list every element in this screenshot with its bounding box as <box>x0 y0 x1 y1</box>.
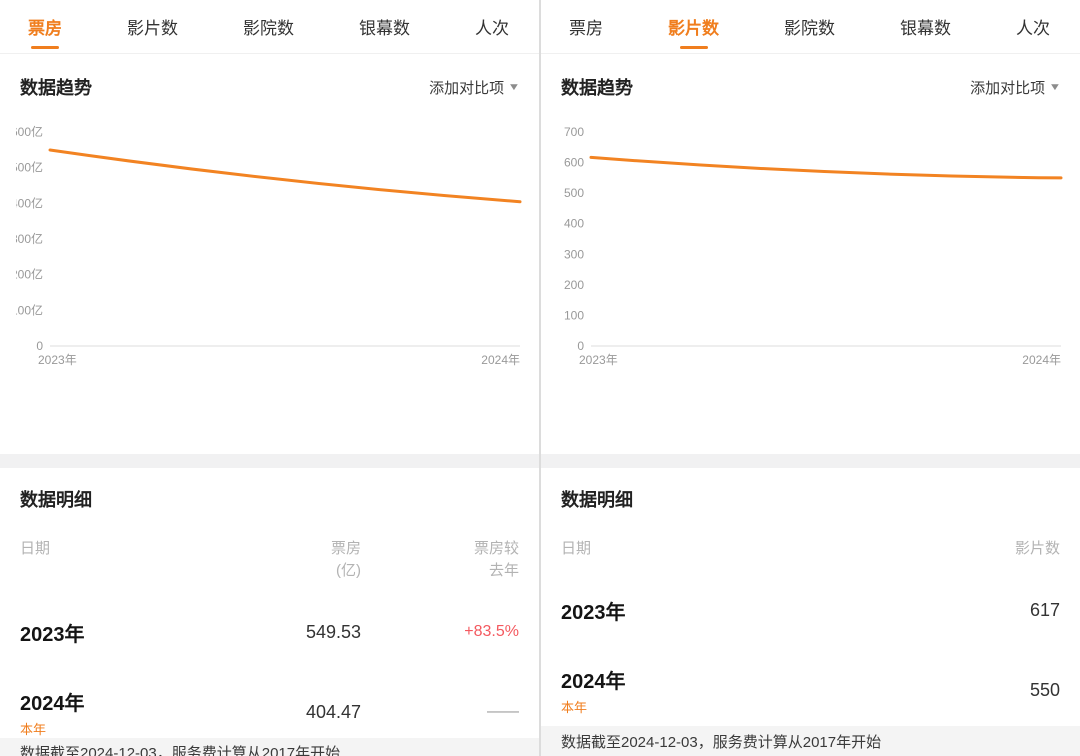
tab-attendance[interactable]: 人次 <box>1016 0 1050 53</box>
trend-section: 数据趋势 添加对比项 ▼ 0 100亿 200亿 300亿 400亿 500亿 600亿 20… <box>0 54 539 454</box>
tab-screen-count[interactable]: 银幕数 <box>359 0 410 53</box>
current-year-badge: 本年 <box>20 721 47 737</box>
svg-text:200亿: 200亿 <box>16 267 43 282</box>
svg-text:500亿: 500亿 <box>16 160 43 175</box>
svg-text:0: 0 <box>577 339 584 353</box>
trend-section-title: 数据趋势 <box>561 78 633 98</box>
tab-label: 人次 <box>475 19 509 38</box>
row-change: —— <box>487 703 519 720</box>
data-note: 数据截至2024-12-03，服务费计算从2017年开始 <box>541 726 1080 756</box>
add-compare-label: 添加对比项 <box>429 79 505 97</box>
row-date: 2023年 <box>20 623 85 646</box>
svg-text:400: 400 <box>564 217 584 231</box>
col-header-value: 票房 (亿) <box>330 540 361 579</box>
data-note: 数据截至2024-12-03，服务费计算从2017年开始 <box>0 737 539 756</box>
table-row: 2024年 本年 404.47 —— <box>20 687 519 738</box>
svg-text:2023年: 2023年 <box>579 353 618 367</box>
row-value: 404.47 <box>305 701 361 722</box>
tab-box-office[interactable]: 票房 <box>569 0 603 53</box>
active-tab-underline <box>31 46 59 49</box>
table-row: 2023年 617 <box>561 596 1060 625</box>
detail-section-title: 数据明细 <box>561 490 633 510</box>
tab-cinema-count[interactable]: 影院数 <box>243 0 294 53</box>
add-compare-label: 添加对比项 <box>970 79 1046 97</box>
metric-tabbar: 票房 影片数 影院数 银幕数 人次 <box>0 0 539 54</box>
svg-text:2023年: 2023年 <box>38 353 77 367</box>
trend-section: 数据趋势 添加对比项 ▼ 0 100 200 300 400 500 600 700 2023年… <box>541 54 1080 454</box>
tab-label: 银幕数 <box>900 19 951 38</box>
section-divider <box>541 454 1080 468</box>
col-header-date: 日期 <box>561 540 592 557</box>
screen-box-office: 票房 影片数 影院数 银幕数 人次 数据趋势 <box>0 0 539 756</box>
svg-text:100亿: 100亿 <box>16 302 43 317</box>
tab-film-count[interactable]: 影片数 <box>668 0 719 53</box>
svg-text:600: 600 <box>564 156 584 170</box>
row-date: 2024年 <box>561 670 626 693</box>
tab-label: 人次 <box>1016 19 1050 38</box>
col-header-change: 票房较 去年 <box>473 540 519 579</box>
svg-text:200: 200 <box>564 278 584 292</box>
tab-label: 影院数 <box>784 19 835 38</box>
active-tab-underline <box>679 46 708 49</box>
table-row: 2024年 本年 550 <box>561 665 1060 716</box>
col-header-value: 影片数 <box>1014 540 1060 557</box>
svg-text:700: 700 <box>564 125 584 139</box>
detail-section: 数据明细 日期 影片数 2023年 617 2024年 本年 550 <box>541 468 1080 726</box>
chevron-down-icon: ▼ <box>1048 81 1062 93</box>
trend-header: 数据趋势 添加对比项 ▼ <box>557 70 1064 118</box>
tab-label: 影片数 <box>668 19 719 38</box>
tab-film-count[interactable]: 影片数 <box>127 0 178 53</box>
svg-text:0: 0 <box>36 339 43 353</box>
table-header: 日期 票房 (亿) 票房较 去年 <box>20 538 519 582</box>
tab-label: 票房 <box>569 19 603 38</box>
tab-box-office[interactable]: 票房 <box>28 0 62 53</box>
row-value: 550 <box>1029 679 1060 700</box>
tab-label: 票房 <box>28 19 62 38</box>
current-year-badge: 本年 <box>561 699 588 715</box>
tab-label: 影院数 <box>243 19 294 38</box>
tab-attendance[interactable]: 人次 <box>475 0 509 53</box>
tab-cinema-count[interactable]: 影院数 <box>784 0 835 53</box>
section-divider <box>0 454 539 468</box>
screen-film-count: 票房 影片数 影院数 银幕数 人次 数据趋势 <box>541 0 1080 756</box>
tab-label: 影片数 <box>127 19 178 38</box>
add-compare-button[interactable]: 添加对比项 ▼ <box>970 77 1062 98</box>
svg-text:2024年: 2024年 <box>481 353 520 367</box>
row-value: 549.53 <box>305 621 361 642</box>
svg-text:300: 300 <box>564 247 584 261</box>
detail-section: 数据明细 日期 票房 (亿) 票房较 去年 2023年 549.53 +83.5… <box>0 468 539 738</box>
trend-header: 数据趋势 添加对比项 ▼ <box>16 70 523 118</box>
metric-tabbar: 票房 影片数 影院数 银幕数 人次 <box>541 0 1080 54</box>
tab-label: 银幕数 <box>359 19 410 38</box>
chevron-down-icon: ▼ <box>507 81 521 93</box>
svg-text:400亿: 400亿 <box>16 195 43 210</box>
svg-text:500: 500 <box>564 186 584 200</box>
table-row: 2023年 549.53 +83.5% <box>20 618 519 647</box>
row-change: +83.5% <box>464 623 519 640</box>
svg-text:100: 100 <box>564 308 584 322</box>
row-date: 2024年 <box>20 692 85 715</box>
table-header: 日期 影片数 <box>561 538 1060 560</box>
trend-section-title: 数据趋势 <box>20 78 92 98</box>
trend-line-chart[interactable]: 0 100 200 300 400 500 600 700 2023年 2024年 <box>557 118 1065 376</box>
tab-screen-count[interactable]: 银幕数 <box>900 0 951 53</box>
col-header-date: 日期 <box>20 540 51 557</box>
detail-section-title: 数据明细 <box>20 490 92 510</box>
row-value: 617 <box>1029 599 1060 620</box>
trend-line-chart[interactable]: 0 100亿 200亿 300亿 400亿 500亿 600亿 2023年 2024年 <box>16 118 524 376</box>
row-date: 2023年 <box>561 601 626 624</box>
svg-text:2024年: 2024年 <box>1022 353 1061 367</box>
add-compare-button[interactable]: 添加对比项 ▼ <box>429 77 521 98</box>
svg-text:600亿: 600亿 <box>16 124 43 139</box>
svg-text:300亿: 300亿 <box>16 231 43 246</box>
